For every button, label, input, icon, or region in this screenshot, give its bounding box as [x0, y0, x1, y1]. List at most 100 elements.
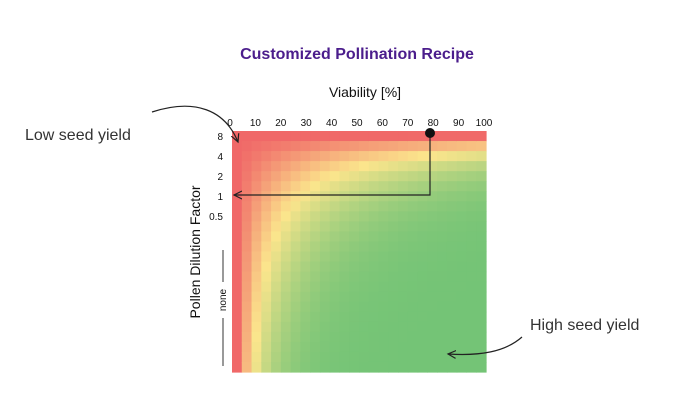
heatmap-cell	[241, 361, 253, 373]
heatmap-cell	[339, 231, 350, 243]
heatmap-cell	[271, 191, 282, 202]
heatmap-cell	[310, 131, 321, 142]
heatmap-cell	[319, 251, 331, 263]
heatmap-cell	[232, 291, 243, 303]
heatmap-cell	[271, 301, 282, 313]
heatmap-cell	[251, 341, 262, 353]
heatmap-cell	[271, 151, 282, 162]
heatmap-cell	[290, 191, 301, 202]
heatmap-cell	[349, 361, 360, 373]
heatmap-cell	[339, 221, 350, 233]
heatmap-cell	[310, 331, 321, 343]
heatmap-cell	[466, 141, 477, 152]
heatmap-cell	[456, 311, 468, 323]
heatmap-cell	[300, 341, 311, 353]
heatmap-cell	[310, 351, 321, 363]
heatmap-cell	[417, 331, 428, 343]
heatmap-cell	[417, 141, 428, 152]
heatmap-cell	[407, 161, 419, 172]
heatmap-cell	[427, 141, 438, 152]
heatmap-cell	[446, 201, 458, 212]
heatmap-cell	[280, 281, 292, 293]
heatmap-cell	[466, 241, 477, 253]
heatmap-cell	[398, 191, 409, 202]
heatmap-cell	[339, 271, 350, 283]
heatmap-cell	[349, 201, 360, 212]
heatmap-cell	[437, 301, 448, 313]
heatmap-cell	[388, 341, 399, 353]
heatmap-cell	[319, 311, 331, 323]
heatmap-cell	[280, 191, 292, 202]
heatmap-cell	[329, 271, 341, 283]
heatmap-cell	[476, 361, 487, 373]
heatmap-cell	[310, 321, 321, 333]
heatmap-cell	[437, 331, 448, 343]
heatmap-cell	[417, 181, 428, 192]
heatmap-cell	[456, 211, 468, 222]
heatmap-cell	[271, 281, 282, 293]
heatmap-cell	[388, 251, 399, 263]
heatmap-cell	[378, 251, 389, 263]
heatmap-cell	[407, 321, 419, 333]
heatmap-cell	[329, 261, 341, 273]
heatmap-cell	[319, 171, 331, 182]
heatmap-cell	[251, 321, 262, 333]
heatmap-cell	[310, 311, 321, 323]
heatmap-cell	[271, 261, 282, 273]
heatmap-cell	[466, 191, 477, 202]
heatmap-cell	[446, 341, 458, 353]
heatmap-cell	[466, 311, 477, 323]
heatmap-cell	[456, 201, 468, 212]
heatmap-cell	[359, 361, 370, 373]
heatmap-cell	[251, 141, 262, 152]
heatmap-cell	[300, 231, 311, 243]
heatmap-cell	[310, 211, 321, 222]
heatmap-cell	[349, 351, 360, 363]
heatmap-cell	[466, 341, 477, 353]
heatmap-cell	[310, 161, 321, 172]
heatmap-cell	[310, 151, 321, 162]
heatmap-cell	[446, 131, 458, 142]
heatmap-cell	[446, 171, 458, 182]
heatmap-cell	[290, 281, 301, 293]
heatmap-cell	[456, 191, 468, 202]
heatmap-cell	[319, 181, 331, 192]
heatmap-cell	[359, 341, 370, 353]
y-tick-label: 1	[217, 192, 223, 203]
heatmap-cell	[359, 201, 370, 212]
heatmap-cell	[407, 221, 419, 233]
heatmap-cell	[427, 171, 438, 182]
heatmap-cell	[280, 321, 292, 333]
heatmap-cell	[232, 251, 243, 263]
heatmap-cell	[388, 141, 399, 152]
heatmap-cell	[456, 221, 468, 233]
heatmap-cell	[476, 341, 487, 353]
heatmap-cell	[466, 271, 477, 283]
heatmap-cell	[310, 141, 321, 152]
heatmap-cell	[280, 271, 292, 283]
heatmap-cell	[378, 311, 389, 323]
heatmap-cell	[456, 141, 468, 152]
heatmap-cell	[310, 271, 321, 283]
heatmap-cell	[368, 281, 380, 293]
heatmap-cell	[456, 321, 468, 333]
heatmap-cell	[398, 131, 409, 142]
heatmap-cell	[388, 201, 399, 212]
heatmap-cell	[251, 171, 262, 182]
heatmap-cell	[359, 351, 370, 363]
x-tick-label: 90	[453, 118, 465, 129]
heatmap-cell	[466, 181, 477, 192]
heatmap-cell	[368, 181, 380, 192]
x-tick-label: 100	[476, 118, 493, 129]
heatmap-cell	[261, 341, 272, 353]
heatmap-cell	[241, 241, 253, 253]
heatmap-cell	[261, 281, 272, 293]
heatmap-cell	[329, 231, 341, 243]
heatmap-cell	[437, 321, 448, 333]
heatmap-cell	[466, 251, 477, 263]
heatmap-cell	[446, 361, 458, 373]
heatmap-cell	[241, 351, 253, 363]
heatmap-cell	[319, 271, 331, 283]
heatmap-cell	[378, 171, 389, 182]
heatmap-cell	[241, 331, 253, 343]
